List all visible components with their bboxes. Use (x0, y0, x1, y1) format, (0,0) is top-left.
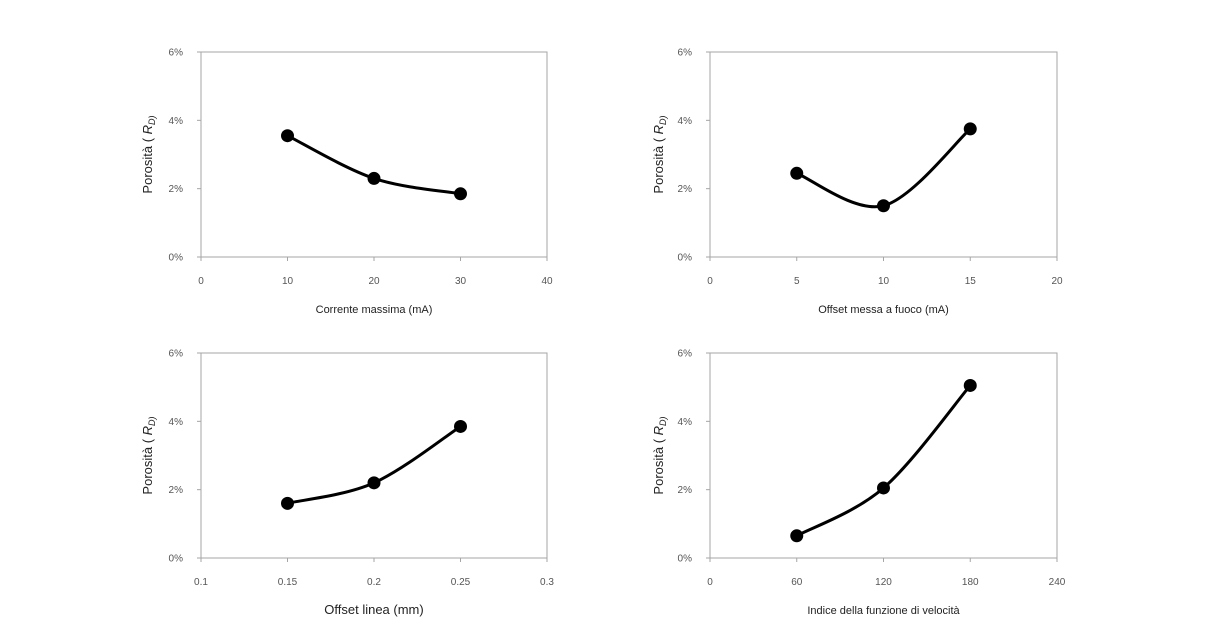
x-tick-label: 20 (1051, 276, 1063, 287)
y-axis-title: Porosità ( RD) (651, 115, 668, 193)
y-tick-label: 4% (678, 116, 693, 127)
y-tick-label: 2% (678, 485, 693, 496)
y-axis-title-subscript: D) (658, 115, 668, 125)
y-tick-label: 6% (678, 48, 693, 59)
x-tick-label: 0.25 (451, 577, 471, 588)
y-tick-label: 0% (678, 253, 693, 264)
x-tick-label: 0 (707, 276, 713, 287)
y-tick-label: 4% (678, 417, 693, 428)
y-axis-title-subscript: D) (147, 115, 157, 125)
y-axis-title-variable: R (140, 426, 155, 435)
chart-3: 0% 2% 4% 6% 0.1 0.15 0.2 0.25 0.3 Offset linea (m… (140, 349, 554, 618)
x-tick-label: 20 (368, 276, 380, 287)
y-tick-label: 2% (169, 184, 184, 195)
y-tick-label: 0% (169, 253, 184, 264)
data-point (281, 496, 294, 510)
data-point (963, 378, 977, 392)
data-point (877, 199, 890, 213)
data-point (367, 171, 381, 185)
data-point (454, 187, 467, 201)
plot-area (709, 51, 1058, 258)
x-axis-title: Indice della funzione di velocità (807, 605, 960, 617)
data-point (790, 166, 804, 180)
y-tick-label: 0% (169, 554, 184, 565)
y-tick-label: 0% (678, 554, 693, 565)
y-tick-label: 6% (169, 48, 184, 59)
y-axis-title: Porosità ( RD) (651, 416, 668, 494)
chart-2: 0% 2% 4% 6% 0 5 10 15 20 Offset messa a fuoco (mA… (651, 48, 1063, 317)
data-point (877, 481, 890, 495)
y-axis-title: Porosità ( RD) (140, 115, 157, 193)
x-tick-label: 0 (707, 577, 713, 588)
y-axis-title-text: Porosità ( (140, 134, 155, 193)
y-axis-title: Porosità ( RD) (140, 416, 157, 494)
y-tick-label: 6% (169, 349, 184, 360)
plot-area (709, 352, 1058, 559)
y-axis-title-subscript: D) (658, 416, 668, 426)
chart-1: 0% 2% 4% 6% 0 10 20 30 40 Corrente massima (mA) Po… (140, 48, 553, 317)
y-axis-title-variable: R (651, 125, 666, 134)
data-point (790, 529, 804, 543)
x-tick-label: 0.2 (367, 577, 381, 588)
data-point (281, 129, 294, 143)
x-tick-label: 120 (875, 577, 892, 588)
x-tick-label: 15 (965, 276, 977, 287)
x-tick-label: 0.3 (540, 577, 554, 588)
y-tick-label: 6% (678, 349, 693, 360)
y-axis-title-text: Porosità ( (651, 435, 666, 494)
plot-area (200, 352, 548, 559)
x-tick-label: 0.15 (278, 577, 298, 588)
x-tick-label: 180 (962, 577, 979, 588)
x-tick-label: 0 (198, 276, 204, 287)
y-tick-label: 2% (169, 485, 184, 496)
y-axis-title-variable: R (140, 125, 155, 134)
x-axis-title: Offset messa a fuoco (mA) (818, 304, 949, 316)
x-tick-label: 60 (791, 577, 803, 588)
y-axis-title-variable: R (651, 426, 666, 435)
y-tick-label: 4% (169, 116, 184, 127)
x-tick-label: 240 (1049, 577, 1066, 588)
y-axis-title-subscript: D) (147, 416, 157, 426)
y-axis-title-text: Porosità ( (651, 134, 666, 193)
x-axis-title: Corrente massima (mA) (316, 304, 433, 316)
x-tick-label: 30 (455, 276, 467, 287)
x-tick-label: 5 (794, 276, 800, 287)
chart-4: 0% 2% 4% 6% 0 60 120 180 240 Indice della funzion… (651, 349, 1066, 618)
data-point (367, 476, 381, 490)
x-axis-title: Offset linea (mm) (324, 602, 423, 617)
data-point (963, 122, 977, 136)
x-tick-label: 10 (282, 276, 294, 287)
plot-area (200, 51, 548, 258)
x-tick-label: 0.1 (194, 577, 208, 588)
y-tick-label: 4% (169, 417, 184, 428)
y-tick-label: 2% (678, 184, 693, 195)
data-point (454, 419, 467, 433)
y-axis-title-text: Porosità ( (140, 435, 155, 494)
x-tick-label: 40 (541, 276, 553, 287)
x-tick-label: 10 (878, 276, 890, 287)
